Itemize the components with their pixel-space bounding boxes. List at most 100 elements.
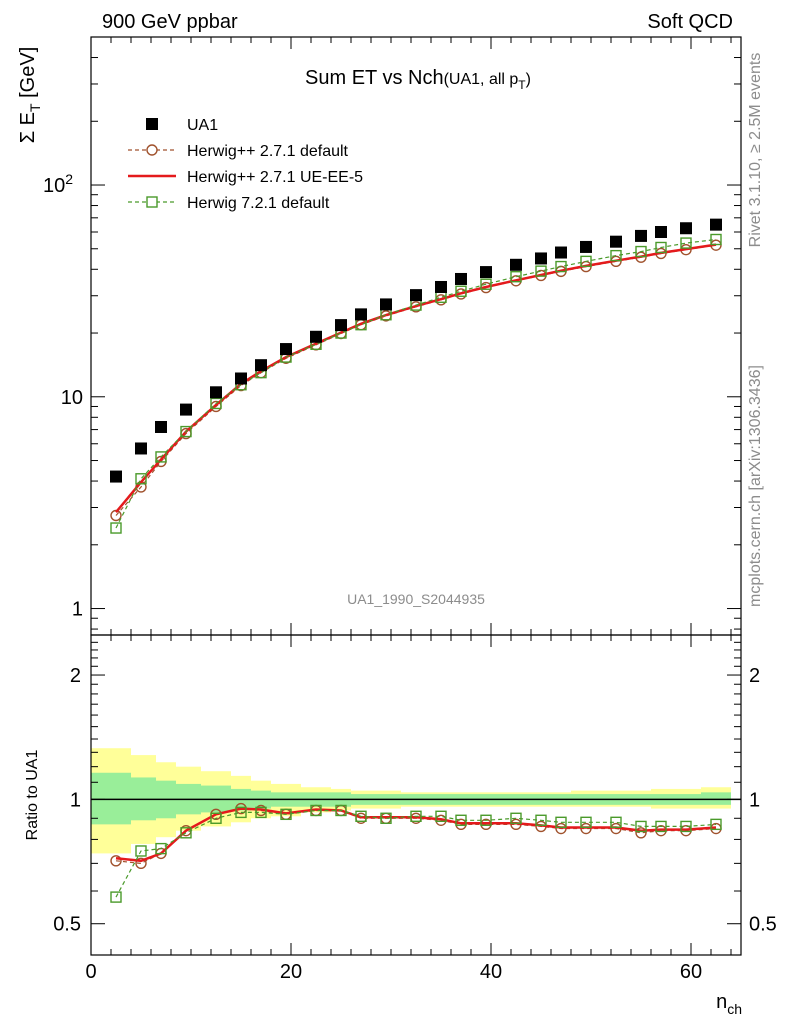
ratio-herwig7-point (155, 842, 167, 855)
main-ua1-point (355, 308, 367, 321)
ratio-herwig7-point (235, 806, 247, 819)
legend-label: Herwig++ 2.7.1 default (187, 143, 349, 160)
legend-label: Herwig 7.2.1 default (187, 195, 330, 212)
ratio-herwig7-point (680, 820, 692, 833)
main-ua1-point (535, 252, 547, 265)
main-ua1-point (135, 442, 147, 455)
main-ua1-point (555, 246, 567, 259)
main-ua1-point (210, 386, 222, 399)
header-left: 900 GeV ppbar (102, 11, 238, 33)
ratio-herwig7-point (280, 808, 292, 821)
ratio-herwigpp-default-point (110, 855, 122, 867)
main-herwigpp-default-line (115, 244, 717, 516)
main-ua1-point (580, 240, 592, 253)
x-tick-label: 40 (480, 961, 502, 983)
legend: UA1 Herwig++ 2.7.1 default Herwig++ 2.7.1 … (128, 117, 363, 212)
main-ua1-point (710, 218, 722, 231)
ratio-herwig7-point (455, 814, 467, 826)
main-ua1-point (335, 319, 347, 332)
y-tick-label: 10 (61, 387, 83, 409)
ratio-herwig7-point (510, 812, 522, 824)
ratio-y-tick-label-right: 1 (749, 789, 760, 811)
ratio-herwig7-point (310, 804, 322, 817)
main-herwig7-point (180, 425, 192, 438)
ratio-herwig7-point (555, 816, 567, 829)
mcplots-label: mcplots.cern.ch [arXiv:1306.3436] (747, 365, 764, 607)
main-herwig7-point (580, 255, 592, 268)
main-herwig7-point (535, 265, 547, 277)
main-ua1-point (680, 222, 692, 235)
ratio-herwig7-point (610, 816, 622, 829)
main-ua1-point (155, 420, 167, 433)
legend-label: Herwig++ 2.7.1 UE-EE-5 (187, 169, 363, 186)
ratio-y-tick-label: 0.5 (53, 914, 81, 936)
main-ua1-point (310, 330, 322, 343)
y-tick-label: 1 (72, 599, 83, 621)
chart-title: Sum ET vs Nch(UA1, all pT) (305, 67, 531, 92)
main-herwig7-point (110, 522, 122, 534)
ratio-herwig7-point (335, 804, 347, 817)
main-herwig7-point (135, 473, 147, 485)
rivet-label: Rivet 3.1.10, ≥ 2.5M events (747, 53, 764, 248)
ratio-y-tick-label: 1 (70, 789, 81, 811)
ratio-axis-label: Ratio to UA1 (24, 750, 41, 841)
main-ua1-point (655, 225, 667, 238)
main-ue-ee5-line (115, 243, 717, 514)
ratio-y-tick-label: 2 (70, 665, 81, 687)
ratio-herwig7-point (655, 820, 667, 833)
main-ua1-point (180, 403, 192, 416)
ratio-herwig7-point (435, 810, 447, 822)
main-ua1-point (510, 258, 522, 271)
main-herwig7-point (610, 249, 622, 262)
ratio-y-tick-label-right: 2 (749, 665, 760, 687)
ratio-herwig7-point (380, 812, 392, 824)
analysis-watermark: UA1_1990_S2044935 (347, 591, 485, 607)
ratio-herwig7-point (480, 814, 492, 826)
main-ua1-point (380, 298, 392, 311)
ratio-herwig7-point (580, 816, 592, 829)
ratio-herwig7-point (710, 818, 722, 831)
legend-marker-herwigpp-circle (146, 144, 158, 156)
main-herwig7-line (115, 238, 717, 529)
main-herwig7-point (555, 260, 567, 273)
main-ua1-point (410, 289, 422, 302)
ratio-herwig7-point (410, 810, 422, 822)
main-ua1-point (110, 470, 122, 483)
ratio-herwig7-line (115, 809, 717, 898)
main-herwig7-point (210, 397, 222, 410)
ratio-y-tick-label-right: 0.5 (749, 914, 777, 936)
main-herwig7-point (155, 451, 167, 463)
main-ua1-point (235, 372, 247, 385)
uncertainty-band-green (701, 792, 731, 805)
ratio-frame (90, 634, 742, 956)
ratio-herwigpp-default-point (135, 857, 147, 870)
x-tick-label: 20 (280, 961, 302, 983)
main-ua1-point (435, 280, 447, 293)
ratio-herwig7-point (255, 806, 267, 819)
y-tick-label: 102 (43, 171, 73, 197)
legend-label: UA1 (187, 117, 218, 134)
ratio-herwig7-point (535, 814, 547, 826)
ratio-herwig7-point (180, 827, 192, 839)
legend-marker-ua1 (146, 118, 158, 130)
main-ua1-point (280, 343, 292, 356)
main-ua1-point (480, 266, 492, 279)
ratio-herwig7-point (110, 891, 122, 903)
main-ua1-point (610, 235, 622, 248)
main-herwig7-point (655, 241, 667, 254)
ratio-herwig7-point (135, 845, 147, 857)
main-herwig7-point (710, 233, 722, 246)
y-axis-label: Σ ET [GeV] (17, 47, 43, 144)
main-herwig7-point (480, 278, 492, 290)
main-herwig7-point (635, 245, 647, 258)
uncertainty-band-green (91, 772, 131, 825)
ratio-herwigpp-default-point (635, 827, 647, 839)
ratio-panel: 0 20 40 60 0.5 0.5 1 1 2 2 (53, 37, 777, 983)
main-herwig7-point (510, 271, 522, 283)
x-tick-label: 0 (85, 961, 96, 983)
main-herwig7-point (680, 237, 692, 249)
main-ua1-point (255, 359, 267, 372)
main-ua1-point (635, 229, 647, 242)
x-tick-label: 60 (680, 961, 702, 983)
